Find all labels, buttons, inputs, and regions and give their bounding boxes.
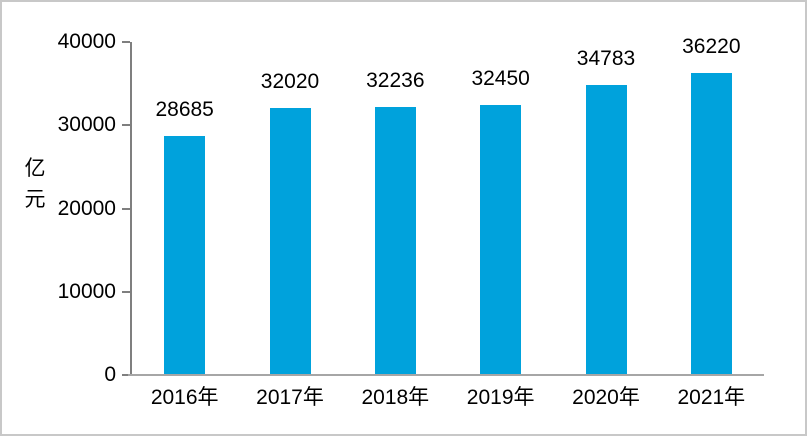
plot-area: 0 10000 20000 30000 40000 28685 2016年 32020 2017… xyxy=(58,30,762,409)
bar-value-label: 32020 xyxy=(260,70,320,93)
y-axis-tick-label: 40000 xyxy=(57,30,116,53)
bar-value-label: 32236 xyxy=(366,69,425,92)
bar-2018年 xyxy=(374,107,416,375)
bar-2020年 xyxy=(585,85,627,375)
x-axis-category-label: 2020年 xyxy=(572,386,640,409)
bar-value-label: 36220 xyxy=(682,35,741,58)
y-axis-tick xyxy=(122,374,130,376)
bar-2016年 xyxy=(164,136,206,375)
bar-value-label: 28685 xyxy=(155,98,214,121)
y-axis-tick xyxy=(122,124,130,127)
bar-2019年 xyxy=(480,105,522,375)
x-axis-category-label: 2019年 xyxy=(466,386,535,409)
y-axis-tick xyxy=(122,41,130,43)
y-axis-unit-label: 亿 元 xyxy=(20,153,50,215)
bar-2017年 xyxy=(269,108,311,375)
y-axis-tick-label: 10000 xyxy=(57,279,116,303)
x-axis-category-label: 2017年 xyxy=(256,386,324,409)
y-axis-tick xyxy=(122,207,130,210)
x-axis-category-label: 2016年 xyxy=(150,386,219,409)
y-axis-unit-char-2: 元 xyxy=(24,188,46,211)
bar-value-label: 34783 xyxy=(576,47,636,70)
y-axis-tick-label: 30000 xyxy=(57,113,116,137)
y-axis-tick xyxy=(122,290,130,293)
x-axis-category-label: 2021年 xyxy=(677,386,746,409)
bar-value-label: 32450 xyxy=(471,67,530,90)
x-axis-category-label: 2018年 xyxy=(361,386,430,409)
x-axis-line xyxy=(128,374,764,376)
y-axis-tick-label: 20000 xyxy=(57,196,116,220)
y-axis-unit-char-1: 亿 xyxy=(24,157,46,180)
bar-2021年 xyxy=(690,73,732,375)
y-axis-tick-label: 0 xyxy=(104,363,116,386)
